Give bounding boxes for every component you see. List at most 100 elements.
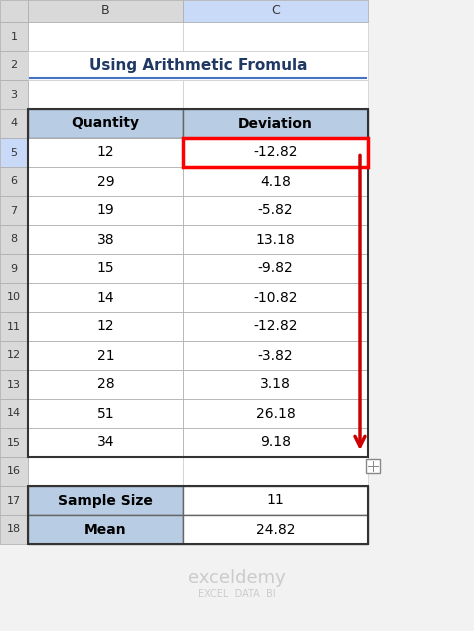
Bar: [28, 399, 183, 428]
Text: 13: 13: [7, 379, 21, 389]
Text: 15: 15: [7, 437, 21, 447]
Bar: [28, 370, 183, 399]
Bar: [183, 167, 368, 196]
Bar: [0, 399, 28, 428]
Text: -3.82: -3.82: [258, 348, 293, 362]
Text: 19: 19: [97, 204, 114, 218]
Bar: [28, 283, 183, 312]
Bar: [28, 428, 183, 457]
Bar: [183, 370, 368, 399]
Bar: [0, 109, 28, 138]
Text: 12: 12: [97, 319, 114, 334]
Bar: [28, 51, 183, 80]
Text: 9.18: 9.18: [260, 435, 291, 449]
Bar: [183, 254, 368, 283]
Bar: [0, 22, 28, 51]
Bar: [183, 109, 368, 138]
Bar: [183, 138, 368, 167]
Bar: [183, 312, 368, 341]
Text: 11: 11: [266, 493, 284, 507]
Text: 26.18: 26.18: [255, 406, 295, 420]
Text: Using Arithmetic Fromula: Using Arithmetic Fromula: [89, 58, 307, 73]
Bar: [0, 254, 28, 283]
Text: 7: 7: [10, 206, 18, 216]
Text: 1: 1: [10, 32, 18, 42]
Bar: [183, 225, 368, 254]
Bar: [28, 138, 183, 167]
Text: 21: 21: [97, 348, 114, 362]
Bar: [183, 22, 368, 51]
Text: 5: 5: [10, 148, 18, 158]
Text: 17: 17: [7, 495, 21, 505]
Bar: [28, 341, 183, 370]
Bar: [183, 515, 368, 544]
Bar: [183, 428, 368, 457]
Bar: [28, 370, 183, 399]
Bar: [183, 457, 368, 486]
Bar: [28, 22, 183, 51]
Bar: [0, 51, 28, 80]
Bar: [28, 167, 183, 196]
Text: Quantity: Quantity: [72, 117, 139, 131]
Bar: [28, 80, 183, 109]
Bar: [0, 80, 28, 109]
Text: 14: 14: [97, 290, 114, 305]
Bar: [183, 254, 368, 283]
Text: 28: 28: [97, 377, 114, 391]
Bar: [0, 486, 28, 515]
Text: 3: 3: [10, 90, 18, 100]
Bar: [28, 109, 183, 138]
Bar: [0, 225, 28, 254]
Text: B: B: [101, 4, 110, 18]
Bar: [183, 370, 368, 399]
Bar: [183, 196, 368, 225]
Text: 6: 6: [10, 177, 18, 187]
Bar: [28, 109, 183, 138]
Bar: [183, 51, 368, 80]
Bar: [28, 225, 183, 254]
Bar: [0, 0, 28, 22]
Bar: [28, 0, 183, 22]
Text: -12.82: -12.82: [253, 319, 298, 334]
Bar: [28, 225, 183, 254]
Bar: [0, 515, 28, 544]
Text: 12: 12: [97, 146, 114, 160]
Bar: [183, 486, 368, 515]
Bar: [28, 486, 368, 544]
Text: 3.18: 3.18: [260, 377, 291, 391]
Bar: [0, 428, 28, 457]
Bar: [183, 0, 368, 22]
Bar: [0, 370, 28, 399]
Bar: [28, 138, 183, 167]
Text: 16: 16: [7, 466, 21, 476]
Bar: [183, 486, 368, 515]
Bar: [28, 341, 183, 370]
Bar: [183, 399, 368, 428]
Bar: [183, 515, 368, 544]
Bar: [183, 196, 368, 225]
Bar: [28, 312, 183, 341]
Text: 15: 15: [97, 261, 114, 276]
Text: 4: 4: [10, 119, 18, 129]
Bar: [28, 486, 183, 515]
Bar: [28, 399, 183, 428]
Text: Sample Size: Sample Size: [58, 493, 153, 507]
Bar: [0, 283, 28, 312]
Bar: [28, 254, 183, 283]
Bar: [28, 196, 183, 225]
Text: -12.82: -12.82: [253, 146, 298, 160]
Bar: [183, 80, 368, 109]
Bar: [183, 312, 368, 341]
Bar: [0, 341, 28, 370]
Text: Deviation: Deviation: [238, 117, 313, 131]
Bar: [183, 109, 368, 138]
Bar: [183, 138, 368, 167]
Text: 13.18: 13.18: [255, 232, 295, 247]
Bar: [183, 399, 368, 428]
Bar: [0, 167, 28, 196]
Bar: [28, 254, 183, 283]
Bar: [28, 428, 183, 457]
Bar: [28, 196, 183, 225]
Text: 2: 2: [10, 61, 18, 71]
Text: 4.18: 4.18: [260, 175, 291, 189]
